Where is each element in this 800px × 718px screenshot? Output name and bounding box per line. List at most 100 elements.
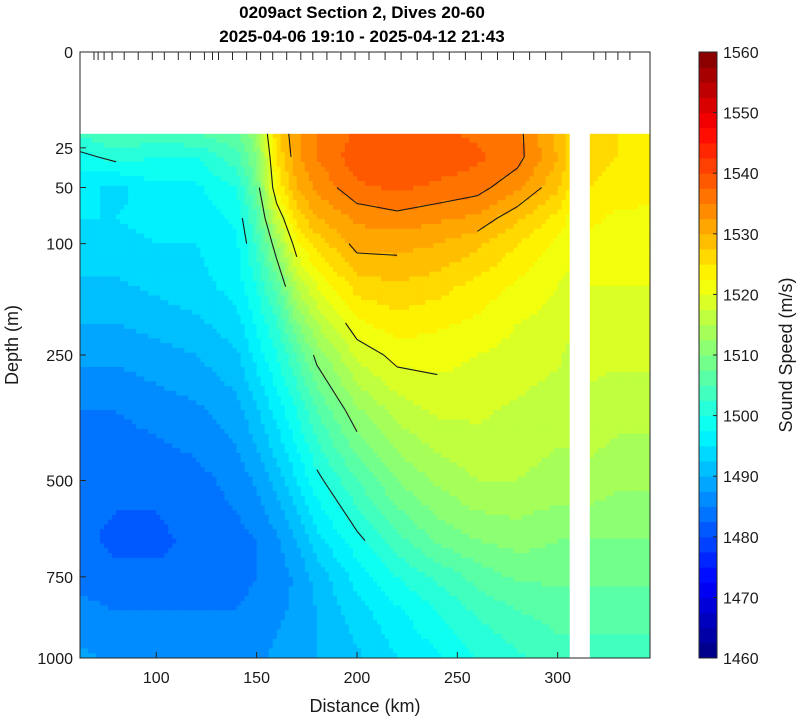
field-cell <box>589 285 595 292</box>
field-cell <box>453 181 458 187</box>
field-cell <box>348 290 354 297</box>
field-cell <box>625 166 631 173</box>
field-cell <box>288 204 294 211</box>
field-cell <box>128 247 133 254</box>
field-cell <box>136 200 141 206</box>
field-cell <box>324 285 330 292</box>
field-cell <box>405 262 410 268</box>
field-cell <box>453 257 458 263</box>
field-cell <box>248 290 254 297</box>
field-cell <box>421 271 426 277</box>
field-cell <box>413 157 418 163</box>
field-cell <box>152 209 157 215</box>
field-cell <box>465 238 470 244</box>
field-cell <box>437 271 442 277</box>
field-cell <box>88 171 93 177</box>
field-cell <box>401 247 406 254</box>
field-cell <box>521 171 527 177</box>
field-cell <box>324 262 330 268</box>
field-cell <box>228 214 234 220</box>
field-cell <box>645 257 650 263</box>
field-cell <box>561 285 567 292</box>
field-cell <box>437 152 442 158</box>
field-cell <box>220 290 226 297</box>
field-cell <box>260 176 266 182</box>
field-cell <box>389 147 394 153</box>
field-cell <box>425 243 430 249</box>
field-cell <box>417 281 422 287</box>
field-cell <box>597 285 603 292</box>
field-cell <box>172 252 177 258</box>
field-cell <box>332 176 338 182</box>
field-cell <box>176 138 181 144</box>
field-cell <box>509 200 515 206</box>
field-cell <box>92 223 97 230</box>
field-cell <box>505 185 511 192</box>
field-cell <box>344 252 350 258</box>
field-cell <box>316 176 322 182</box>
field-cell <box>449 266 454 273</box>
field-cell <box>152 219 157 225</box>
field-cell <box>256 276 262 282</box>
field-cell <box>549 204 555 211</box>
field-cell <box>240 276 246 282</box>
field-cell <box>280 161 286 168</box>
field-cell <box>228 295 234 301</box>
field-cell <box>100 142 105 149</box>
field-cell <box>84 166 89 173</box>
field-cell <box>641 161 647 168</box>
field-cell <box>340 228 346 235</box>
field-cell <box>188 142 193 149</box>
field-cell <box>268 233 274 239</box>
field-cell <box>168 295 173 301</box>
field-cell <box>340 142 346 149</box>
field-cell <box>156 238 161 244</box>
field-cell <box>324 209 330 215</box>
field-cell <box>84 271 89 277</box>
field-cell <box>365 262 370 268</box>
field-cell <box>409 262 414 268</box>
field-cell <box>429 228 434 235</box>
field-cell <box>160 281 165 287</box>
field-cell <box>449 195 454 201</box>
field-cell <box>473 185 478 192</box>
field-cell <box>200 252 206 258</box>
field-cell <box>128 219 133 225</box>
field-cell <box>397 209 402 215</box>
field-cell <box>180 243 185 249</box>
field-cell <box>425 181 430 187</box>
field-cell <box>377 161 382 168</box>
field-cell <box>88 257 93 263</box>
field-cell <box>116 233 121 239</box>
field-cell <box>152 228 157 235</box>
field-cell <box>304 247 310 254</box>
field-cell <box>108 204 113 211</box>
field-cell <box>168 271 173 277</box>
field-cell <box>529 200 535 206</box>
field-cell <box>485 252 491 258</box>
field-cell <box>232 295 238 301</box>
field-cell <box>593 276 599 282</box>
field-cell <box>328 157 334 163</box>
field-cell <box>320 176 326 182</box>
field-cell <box>192 195 197 201</box>
field-cell <box>180 228 185 235</box>
field-cell <box>589 138 595 144</box>
field-cell <box>393 290 398 297</box>
field-cell <box>513 262 519 268</box>
field-cell <box>369 262 374 268</box>
field-cell <box>92 228 97 235</box>
field-cell <box>525 219 531 225</box>
field-cell <box>385 190 390 196</box>
field-cell <box>625 281 631 287</box>
field-cell <box>144 238 149 244</box>
field-cell <box>112 290 117 297</box>
field-cell <box>369 281 374 287</box>
field-cell <box>589 266 595 273</box>
field-cell <box>244 181 250 187</box>
field-cell <box>537 228 543 235</box>
field-cell <box>589 176 595 182</box>
field-cell <box>96 142 101 149</box>
field-cell <box>124 200 129 206</box>
field-cell <box>184 219 189 225</box>
